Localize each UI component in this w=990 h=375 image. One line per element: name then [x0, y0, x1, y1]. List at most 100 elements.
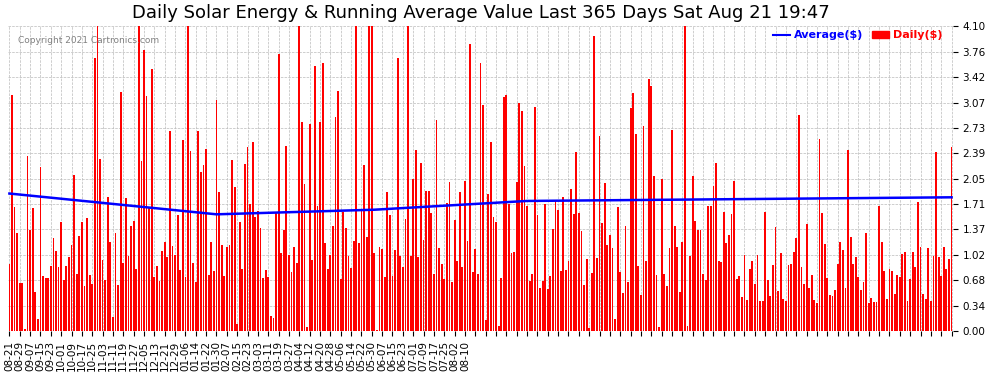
Bar [490, 142, 492, 331]
Bar [912, 252, 914, 331]
Bar [174, 255, 176, 331]
Bar [873, 302, 875, 331]
Bar [169, 131, 171, 331]
Bar [788, 265, 789, 331]
Bar [565, 270, 567, 331]
Bar [216, 100, 218, 331]
Bar [482, 105, 484, 331]
Bar [713, 186, 715, 331]
Bar [48, 278, 50, 331]
Bar [110, 242, 111, 331]
Legend: Average($), Daily($): Average($), Daily($) [768, 26, 947, 45]
Bar [506, 96, 507, 331]
Bar [399, 255, 401, 331]
Bar [197, 131, 199, 331]
Bar [343, 211, 345, 331]
Bar [726, 243, 728, 331]
Bar [801, 267, 802, 331]
Bar [829, 295, 831, 331]
Bar [171, 246, 173, 331]
Bar [777, 291, 779, 331]
Bar [643, 126, 644, 331]
Bar [187, 27, 189, 331]
Bar [78, 236, 80, 331]
Bar [942, 247, 944, 331]
Bar [754, 285, 755, 331]
Bar [251, 142, 253, 331]
Bar [751, 261, 753, 331]
Bar [306, 327, 308, 331]
Bar [546, 289, 548, 331]
Bar [285, 146, 287, 331]
Bar [674, 226, 675, 331]
Bar [774, 227, 776, 331]
Bar [917, 202, 919, 331]
Bar [27, 156, 29, 331]
Bar [55, 251, 56, 331]
Bar [847, 150, 849, 331]
Bar [868, 303, 869, 331]
Bar [365, 237, 367, 331]
Bar [448, 182, 450, 331]
Bar [474, 249, 476, 331]
Bar [529, 281, 531, 331]
Bar [153, 277, 155, 331]
Bar [330, 255, 332, 331]
Bar [806, 224, 808, 331]
Bar [573, 214, 574, 331]
Bar [827, 278, 829, 331]
Bar [899, 278, 901, 331]
Bar [534, 107, 536, 331]
Bar [822, 213, 823, 331]
Bar [190, 152, 191, 331]
Bar [609, 234, 611, 331]
Bar [218, 192, 220, 331]
Bar [146, 96, 148, 331]
Bar [689, 256, 691, 331]
Bar [902, 254, 903, 331]
Bar [761, 301, 763, 331]
Bar [824, 244, 826, 331]
Bar [743, 255, 745, 331]
Bar [133, 221, 135, 331]
Bar [73, 176, 75, 331]
Bar [614, 319, 616, 331]
Bar [803, 284, 805, 331]
Bar [200, 172, 202, 331]
Bar [158, 281, 160, 331]
Bar [16, 233, 18, 331]
Bar [780, 253, 782, 331]
Bar [360, 211, 362, 331]
Bar [257, 211, 258, 331]
Bar [945, 269, 947, 331]
Bar [485, 320, 486, 331]
Bar [849, 237, 851, 331]
Bar [179, 270, 181, 331]
Bar [466, 242, 468, 331]
Bar [426, 191, 427, 331]
Bar [221, 245, 223, 331]
Bar [327, 268, 329, 331]
Bar [933, 256, 935, 331]
Bar [81, 222, 83, 331]
Bar [920, 247, 922, 331]
Bar [412, 179, 414, 331]
Bar [317, 206, 319, 331]
Bar [161, 251, 163, 331]
Bar [795, 238, 797, 331]
Bar [418, 257, 420, 331]
Bar [617, 207, 619, 331]
Bar [138, 27, 140, 331]
Bar [782, 299, 784, 331]
Bar [397, 58, 399, 331]
Bar [229, 245, 231, 331]
Bar [835, 290, 836, 331]
Bar [439, 248, 440, 331]
Bar [477, 274, 479, 331]
Bar [117, 285, 119, 331]
Bar [653, 176, 654, 331]
Bar [852, 264, 854, 331]
Bar [239, 222, 241, 331]
Bar [275, 213, 277, 331]
Bar [381, 249, 383, 331]
